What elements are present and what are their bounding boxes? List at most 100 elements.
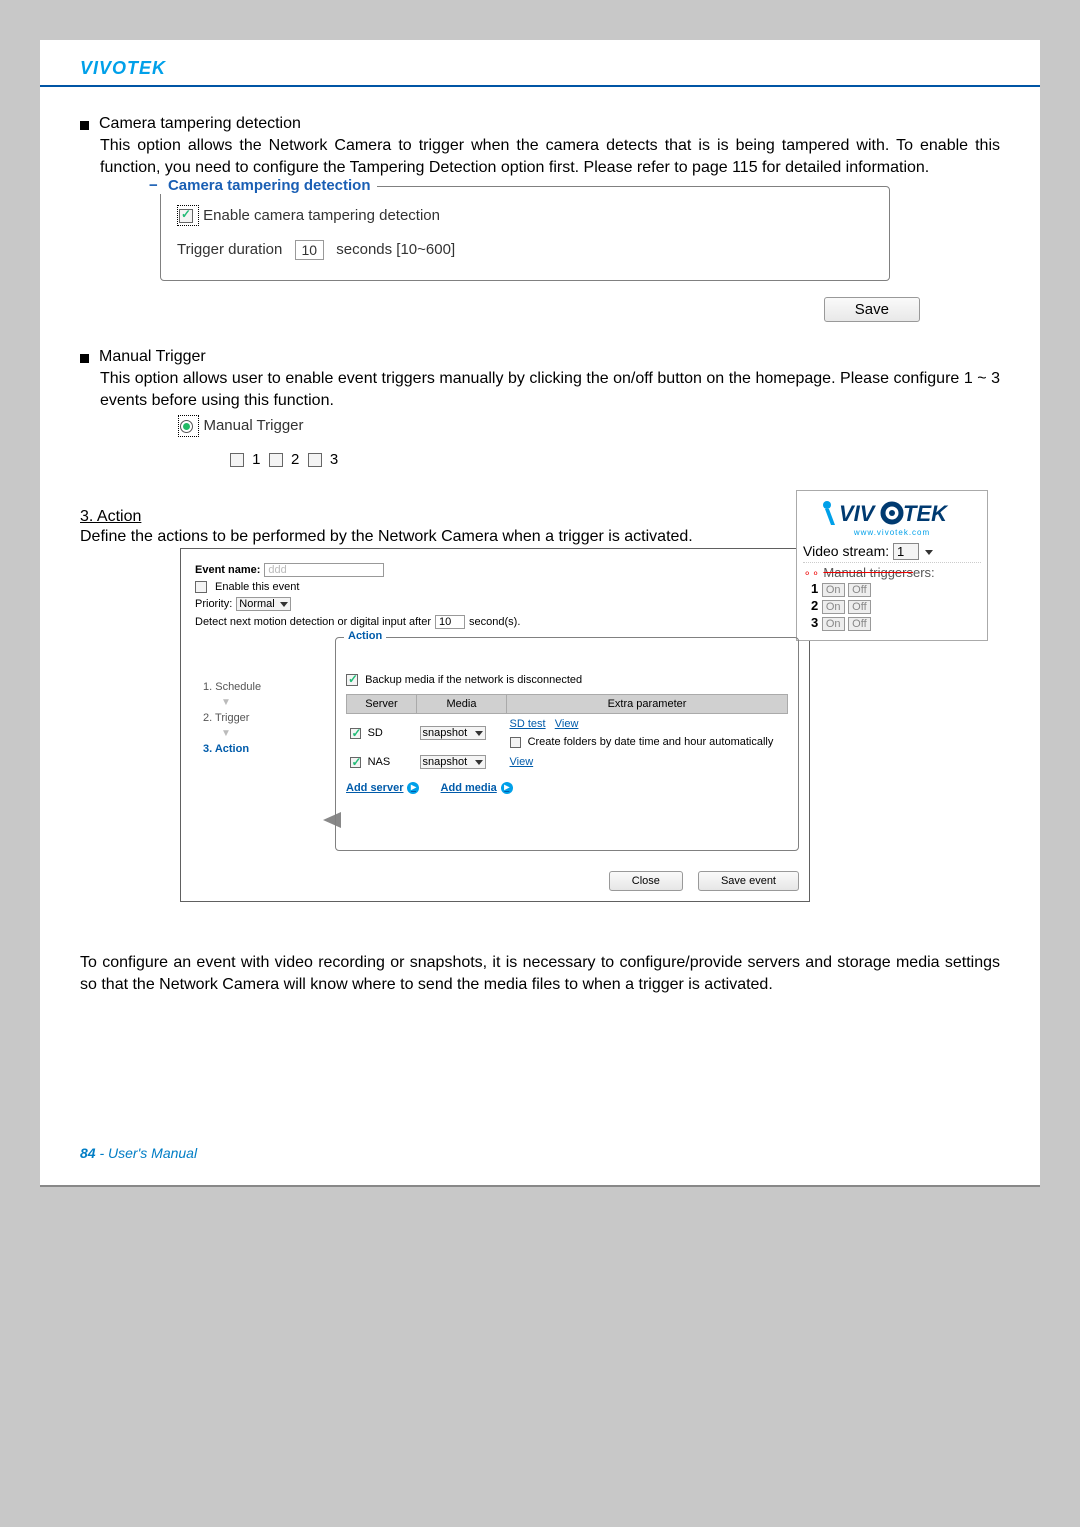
brand-name: VIVOTEK [80, 58, 166, 78]
tampering-body: This option allows the Network Camera to… [80, 135, 1000, 178]
save-button[interactable]: Save [824, 297, 920, 322]
legend-text: Camera tampering detection [168, 177, 371, 194]
backup-checkbox[interactable] [346, 674, 358, 686]
bullet-manual: Manual Trigger [80, 348, 1000, 366]
event-name-row: Event name: ddd [195, 563, 799, 577]
sd-checkbox[interactable] [350, 728, 361, 739]
manual-body: This option allows user to enable event … [80, 368, 1000, 411]
video-stream-row: Video stream: 1 [803, 543, 981, 560]
nas-label: NAS [368, 756, 391, 768]
action-area: 1. Schedule ▼ 2. Trigger ▼ 3. Action Act… [195, 637, 799, 851]
logo-sub: www.vivotek.com [803, 528, 981, 537]
detect-prefix: Detect next motion detection or digital … [195, 616, 431, 628]
col-server: Server [347, 695, 417, 714]
trigger-lines: 1 On Off 2 On Off 3 On Off [803, 581, 981, 631]
footer: 84 - User's Manual [80, 1145, 1040, 1161]
sd-view-link[interactable]: View [555, 718, 579, 730]
steps: 1. Schedule ▼ 2. Trigger ▼ 3. Action [195, 637, 335, 851]
vivotek-logo-svg: VIV TEK [817, 497, 967, 529]
video-stream-value: 1 [897, 544, 904, 559]
bullet-icon [80, 354, 89, 363]
footer-sep: - [96, 1145, 108, 1161]
manual-trigger-radio[interactable] [180, 420, 193, 433]
video-stream-select[interactable]: 1 [893, 543, 919, 560]
manual-subchecks: 1 2 3 [230, 451, 1000, 468]
trigger-row: 2 On Off [811, 598, 981, 614]
mt-check-2[interactable] [269, 453, 283, 467]
content: Camera tampering detection This option a… [40, 115, 1040, 995]
action-heading-text: 3. Action [80, 508, 141, 525]
arrow-icon: ▼ [221, 728, 331, 739]
manual-triggers-header: ⚬⚬ Manual triggersers: [803, 562, 981, 580]
off-btn-3[interactable]: Off [848, 617, 870, 631]
tampering-fieldset-wrap: − Camera tampering detection Enable came… [160, 186, 890, 281]
sd-label: SD [368, 727, 383, 739]
media-table: Server Media Extra parameter SD snapshot… [346, 694, 788, 772]
on-btn-2[interactable]: On [822, 600, 845, 614]
off-btn-1[interactable]: Off [848, 583, 870, 597]
add-media-link[interactable]: Add media▸ [441, 782, 513, 794]
trigger-row: 1 On Off [811, 581, 981, 597]
caret-icon [475, 731, 483, 736]
create-folders-checkbox[interactable] [510, 737, 521, 748]
action-legend: Action [344, 630, 386, 642]
nas-checkbox[interactable] [350, 757, 361, 768]
arrow-icon: ▼ [221, 697, 331, 708]
priority-label: Priority: [195, 598, 232, 610]
enable-checkbox-focus [177, 205, 199, 226]
off-btn-2[interactable]: Off [848, 600, 870, 614]
on-btn-3[interactable]: On [822, 617, 845, 631]
duration-input[interactable]: 10 [295, 240, 325, 260]
priority-select[interactable]: Normal [236, 597, 291, 611]
event-name-label: Event name: [195, 564, 260, 576]
close-button[interactable]: Close [609, 871, 683, 891]
event-name-input[interactable]: ddd [264, 563, 384, 577]
nas-media-select[interactable]: snapshot [420, 755, 487, 769]
caret-icon[interactable] [925, 550, 933, 555]
save-row: Save [80, 289, 1000, 322]
col-media: Media [417, 695, 507, 714]
mt-check-1[interactable] [230, 453, 244, 467]
caret-icon [475, 760, 483, 765]
enable-tampering-checkbox[interactable] [179, 209, 193, 223]
svg-text:VIV: VIV [839, 501, 877, 526]
create-folders-label: Create folders by date time and hour aut… [528, 736, 774, 748]
sd-test-link[interactable]: SD test [510, 718, 546, 730]
tampering-legend: − Camera tampering detection [143, 177, 377, 194]
enable-event-checkbox[interactable] [195, 581, 207, 593]
closing-paragraph: To configure an event with video recordi… [80, 952, 1000, 995]
plus-icon: ▸ [407, 782, 419, 794]
enable-event-row: Enable this event [195, 581, 799, 593]
footer-title: User's Manual [108, 1145, 197, 1161]
mt-header-text: Manual triggers [823, 565, 913, 580]
plus-icon: ▸ [501, 782, 513, 794]
enable-tampering-label: Enable camera tampering detection [203, 207, 440, 224]
on-btn-1[interactable]: On [822, 583, 845, 597]
detect-row: Detect next motion detection or digital … [195, 615, 799, 629]
save-event-button[interactable]: Save event [698, 871, 799, 891]
collapse-icon[interactable]: − [149, 177, 158, 194]
video-stream-label: Video stream: [803, 543, 889, 559]
add-links: Add server▸ Add media▸ [346, 782, 788, 794]
mt-check-3[interactable] [308, 453, 322, 467]
step-schedule[interactable]: 1. Schedule [203, 681, 331, 693]
col-extra: Extra parameter [507, 695, 788, 714]
tampering-title: Camera tampering detection [99, 115, 301, 133]
enable-row: Enable camera tampering detection [177, 205, 873, 226]
step-trigger[interactable]: 2. Trigger [203, 712, 331, 724]
manual-title: Manual Trigger [99, 348, 206, 366]
step-action[interactable]: 3. Action [203, 743, 331, 755]
duration-suffix: seconds [10~600] [336, 241, 455, 258]
page: VIVOTEK Camera tampering detection This … [40, 40, 1040, 1187]
mt-label-3: 3 [330, 451, 338, 468]
nas-view-link[interactable]: View [510, 756, 534, 768]
table-row: SD snapshot SD test View Create folders … [347, 714, 788, 753]
duration-row: Trigger duration 10 seconds [10~600] [177, 240, 873, 260]
backup-label: Backup media if the network is disconnec… [365, 674, 582, 686]
backup-row: Backup media if the network is disconnec… [346, 674, 788, 686]
add-server-link[interactable]: Add server▸ [346, 782, 419, 794]
sd-media-select[interactable]: snapshot [420, 726, 487, 740]
trigger-row: 3 On Off [811, 615, 981, 631]
bullet-tampering: Camera tampering detection [80, 115, 1000, 133]
detect-input[interactable]: 10 [435, 615, 465, 629]
